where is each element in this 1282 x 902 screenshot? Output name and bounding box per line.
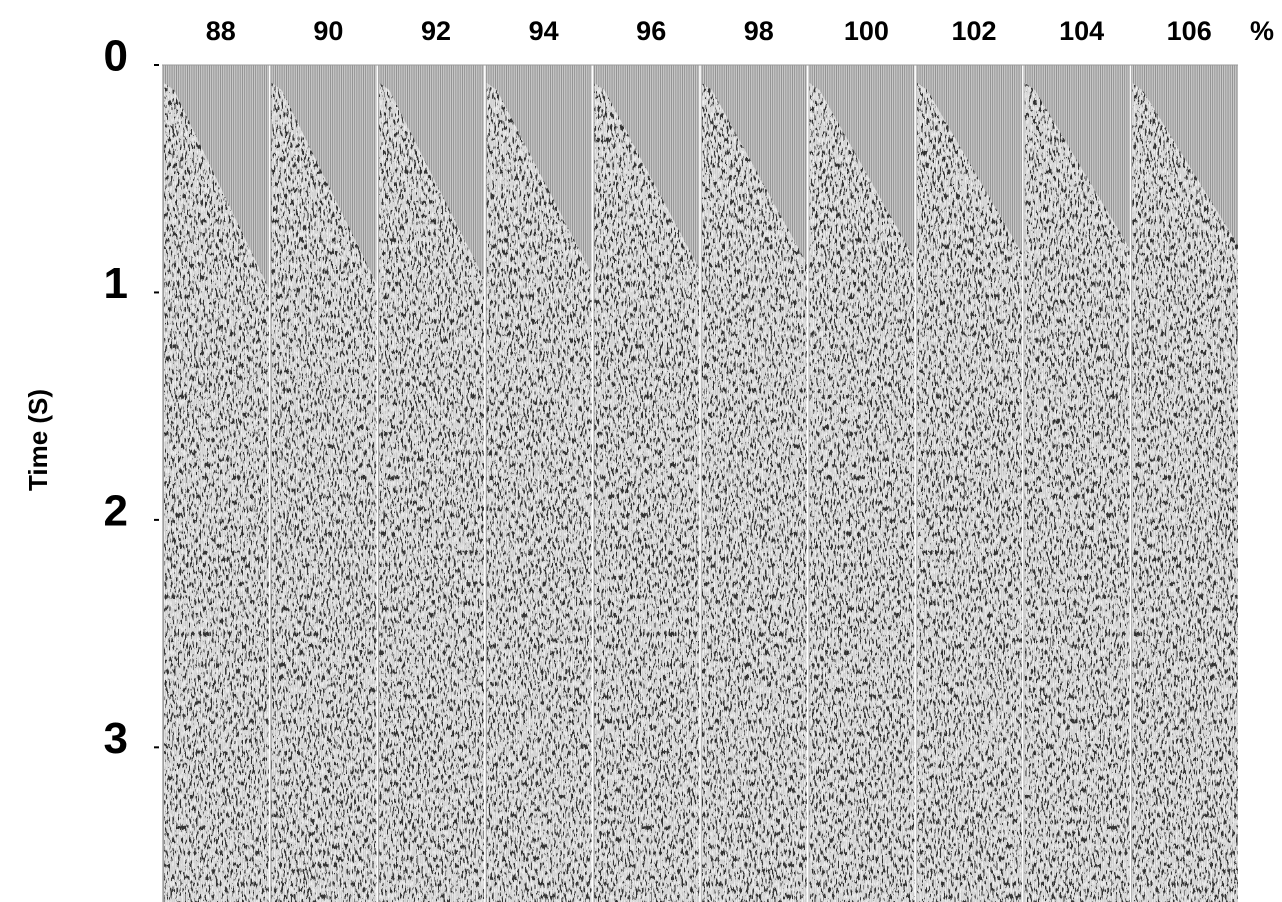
panel-label: 90 (313, 16, 343, 46)
panel-label: 100 (844, 16, 889, 46)
panel-label: 106 (1167, 16, 1212, 46)
y-tick-label: 2 (104, 487, 128, 536)
panel-label: 102 (951, 16, 996, 46)
panel-label: 96 (636, 16, 666, 46)
y-tick-label: 1 (104, 259, 128, 308)
panel-label: 94 (529, 16, 559, 46)
unit-label: % (1250, 16, 1274, 46)
y-tick-label: 0 (104, 32, 128, 81)
panel-label: 88 (206, 16, 236, 46)
seismic-gather (486, 83, 593, 902)
trace-lines (1132, 83, 1238, 902)
panel-label: 104 (1059, 16, 1104, 46)
y-tick-label: 3 (104, 714, 128, 763)
gather-panels (162, 64, 1238, 902)
y-axis-label: Time (S) (23, 389, 53, 491)
seismic-gather (1132, 83, 1238, 902)
panel-label: 98 (744, 16, 774, 46)
seismic-gather (809, 83, 916, 902)
panel-label: 92 (421, 16, 451, 46)
